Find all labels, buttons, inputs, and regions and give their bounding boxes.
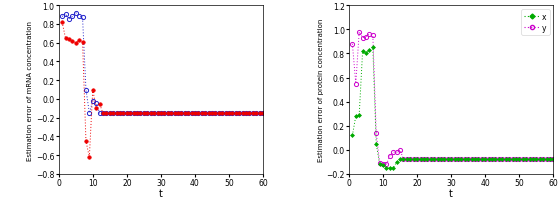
y xyxy=(550,158,557,161)
Y-axis label: Estimation error of protein concentration: Estimation error of protein concentratio… xyxy=(318,19,324,162)
x xyxy=(482,158,489,161)
y xyxy=(424,158,430,161)
y xyxy=(349,43,356,46)
x xyxy=(390,167,397,169)
Line: x: x xyxy=(351,47,555,170)
X-axis label: t: t xyxy=(159,188,163,199)
X-axis label: t: t xyxy=(449,188,453,199)
Line: y: y xyxy=(350,30,556,166)
y xyxy=(407,158,414,161)
y xyxy=(356,31,363,34)
x xyxy=(414,158,420,161)
y xyxy=(380,163,386,166)
x xyxy=(383,167,390,169)
x xyxy=(407,158,414,161)
Legend: x, y: x, y xyxy=(522,10,549,35)
Y-axis label: Estimation error of mRNA concentration: Estimation error of mRNA concentration xyxy=(27,20,33,160)
y xyxy=(414,158,420,161)
y xyxy=(420,158,427,161)
y xyxy=(390,151,397,154)
y xyxy=(482,158,489,161)
x xyxy=(369,47,376,49)
x xyxy=(420,158,427,161)
x xyxy=(424,158,430,161)
x xyxy=(550,158,557,161)
x xyxy=(349,135,356,137)
